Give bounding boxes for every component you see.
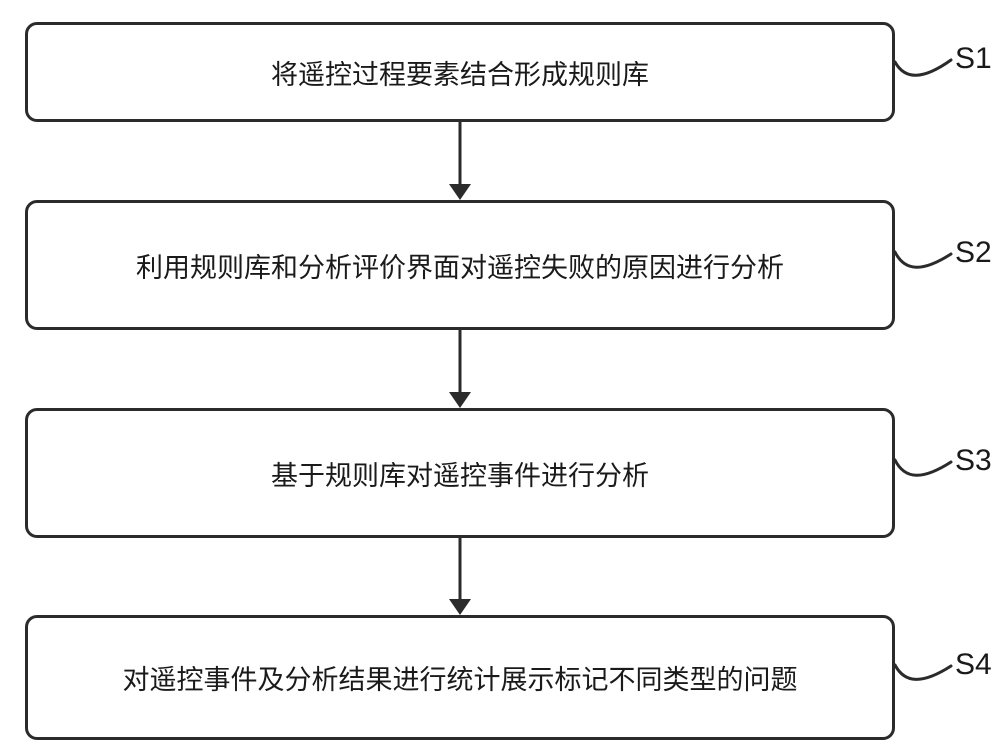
step-label-s3: S3 (955, 444, 992, 478)
flow-node-s2: 利用规则库和分析评价界面对遥控失败的原因进行分析 (25, 200, 895, 330)
callout-s2 (891, 222, 955, 284)
arrow-s1-s2 (447, 122, 473, 200)
flow-node-s1: 将遥控过程要素结合形成规则库 (25, 22, 895, 122)
flow-node-text: 对遥控事件及分析结果进行统计展示标记不同类型的问题 (123, 658, 798, 697)
callout-s4 (891, 635, 955, 696)
flow-node-text: 利用规则库和分析评价界面对遥控失败的原因进行分析 (136, 246, 784, 285)
step-label-s4: S4 (955, 648, 992, 682)
flow-node-text: 基于规则库对遥控事件进行分析 (271, 454, 649, 493)
arrow-s3-s4 (447, 538, 473, 615)
arrow-s2-s3 (447, 330, 473, 408)
flowchart-canvas: 将遥控过程要素结合形成规则库利用规则库和分析评价界面对遥控失败的原因进行分析基于… (0, 0, 1000, 742)
callout-s3 (891, 430, 955, 492)
flow-node-s4: 对遥控事件及分析结果进行统计展示标记不同类型的问题 (25, 615, 895, 740)
callout-s1 (891, 30, 955, 92)
step-label-s1: S1 (955, 42, 992, 76)
step-label-s2: S2 (955, 236, 992, 270)
flow-node-text: 将遥控过程要素结合形成规则库 (271, 53, 649, 92)
flow-node-s3: 基于规则库对遥控事件进行分析 (25, 408, 895, 538)
